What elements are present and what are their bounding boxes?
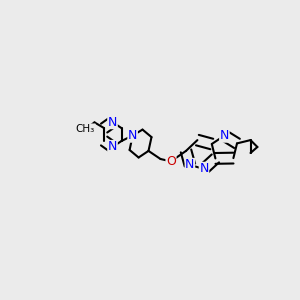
Text: N: N — [108, 140, 117, 154]
Text: N: N — [108, 116, 117, 129]
Text: CH₃: CH₃ — [76, 124, 95, 134]
Text: N: N — [199, 162, 209, 176]
Text: N: N — [220, 129, 229, 142]
Text: N: N — [128, 129, 137, 142]
Text: N: N — [185, 158, 195, 172]
Text: O: O — [166, 155, 176, 168]
